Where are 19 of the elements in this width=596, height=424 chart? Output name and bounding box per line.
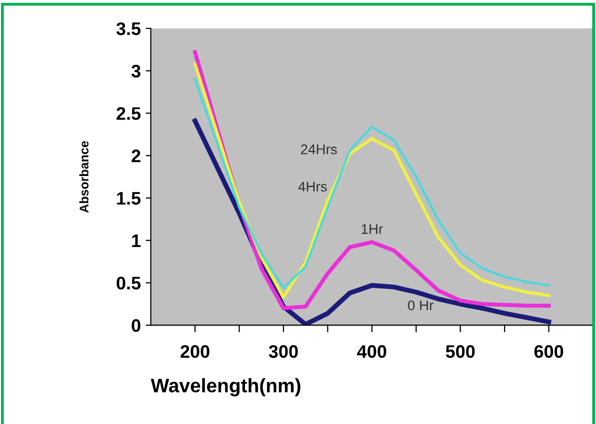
series-label: 4Hrs: [298, 182, 327, 192]
x-tick-label: 600: [534, 345, 564, 358]
x-tick-label: 200: [180, 345, 210, 358]
series-label: 1Hr: [362, 224, 383, 234]
y-tick-label: 0: [132, 319, 140, 332]
y-tick-label: 2: [132, 150, 140, 162]
y-tick-label: 3: [131, 64, 140, 78]
y-tick-label: 1.5: [117, 192, 141, 205]
y-tick-label: 2.5: [116, 107, 141, 120]
y-axis-title: Absorbance: [79, 141, 88, 213]
y-tick-label: 3.5: [116, 22, 141, 36]
x-tick-label: 500: [446, 345, 475, 358]
y-tick-label: 1: [132, 234, 141, 247]
x-axis-title: Wavelength(nm): [150, 378, 300, 396]
series-label: 0 Hr: [408, 300, 434, 310]
y-tick-label: 0.5: [116, 276, 141, 290]
x-tick-label: 300: [268, 345, 298, 358]
series-label: 24Hrs: [301, 144, 337, 154]
x-tick-label: 400: [357, 345, 386, 358]
